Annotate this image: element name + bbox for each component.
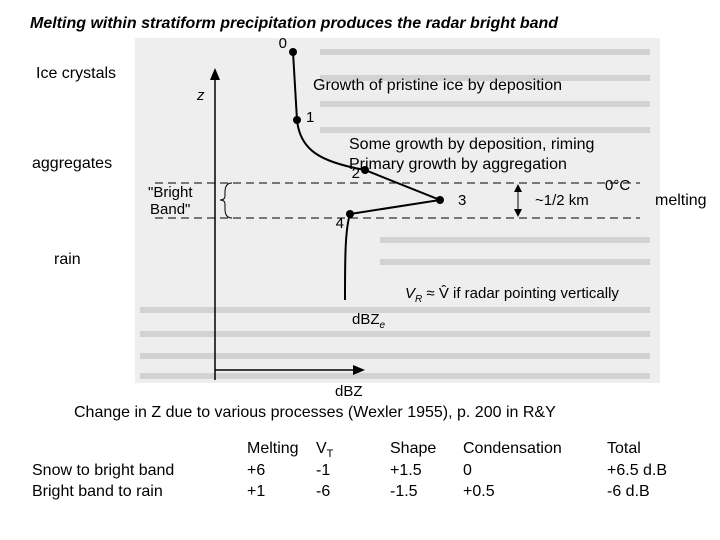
table-cell: -1 [316, 462, 330, 479]
profile-curve [292, 51, 444, 301]
table-cell: -6 [316, 483, 330, 500]
axis-label: z [196, 87, 205, 104]
title: Melting within stratiform precipitation … [30, 15, 559, 32]
row-label: Snow to bright band [32, 462, 174, 479]
point-label: 3 [458, 192, 466, 209]
vr-rest: ≈ V̂ if radar pointing vertically [422, 285, 619, 302]
bright-band-label: "Bright [148, 184, 193, 201]
freezing-label: 0°C [605, 177, 630, 194]
arrow [210, 68, 220, 80]
header-cell: Shape [390, 440, 436, 457]
point-label: 2 [352, 165, 360, 182]
scan-background [135, 38, 660, 383]
header-cell: Total [607, 440, 641, 457]
caption: Change in Z due to various processes (We… [74, 404, 556, 421]
figure: 0 1 2 3 4 z "Bright Band" 0°C ~1/2 km VR… [135, 35, 660, 400]
table-cell: -1.5 [390, 483, 418, 500]
scan-noise [140, 49, 650, 379]
point-label: 0 [279, 35, 287, 52]
table-cell: -6 d.B [607, 483, 650, 500]
dbze-label: dBZe [352, 311, 386, 331]
table-cell: +1.5 [390, 462, 422, 479]
vr-label: VR ≈ V̂ if radar pointing vertically [405, 285, 619, 305]
arrow [514, 209, 522, 217]
table-cell: +6 [247, 462, 265, 479]
dbz-label: dBZ [335, 383, 363, 400]
header-cell: Melting [247, 440, 299, 457]
row-label: Bright band to rain [32, 483, 163, 500]
note: Primary growth by aggregation [349, 156, 567, 173]
table: Melting VT Shape Condensation Total Snow to b… [32, 440, 667, 500]
side-label: Ice crystals [36, 65, 116, 82]
note: Some growth by deposition, riming [349, 136, 594, 153]
table-cell: 0 [463, 462, 472, 479]
header-cell: Condensation [463, 440, 562, 457]
arrow [353, 365, 365, 375]
brace [219, 182, 233, 219]
arrow [514, 184, 522, 192]
side-label: aggregates [32, 155, 112, 172]
vr-sub: R [415, 294, 422, 305]
table-cell: +1 [247, 483, 265, 500]
side-label: melting [655, 192, 707, 209]
side-label: rain [54, 251, 81, 268]
profile-points [289, 48, 444, 218]
header-sub: T [327, 448, 334, 460]
note: Growth of pristine ice by deposition [313, 77, 562, 94]
point-label: 4 [336, 215, 344, 232]
point-label: 1 [306, 109, 314, 126]
bright-band-label: Band" [150, 201, 190, 218]
vr-main: V [405, 285, 417, 302]
header-main: V [316, 440, 327, 457]
dbze-main: dBZ [352, 311, 380, 328]
dbze-sub: e [380, 320, 386, 331]
header-cell: VT [316, 440, 334, 460]
table-cell: +6.5 d.B [607, 462, 667, 479]
depth-label: ~1/2 km [535, 192, 589, 209]
table-cell: +0.5 [463, 483, 495, 500]
